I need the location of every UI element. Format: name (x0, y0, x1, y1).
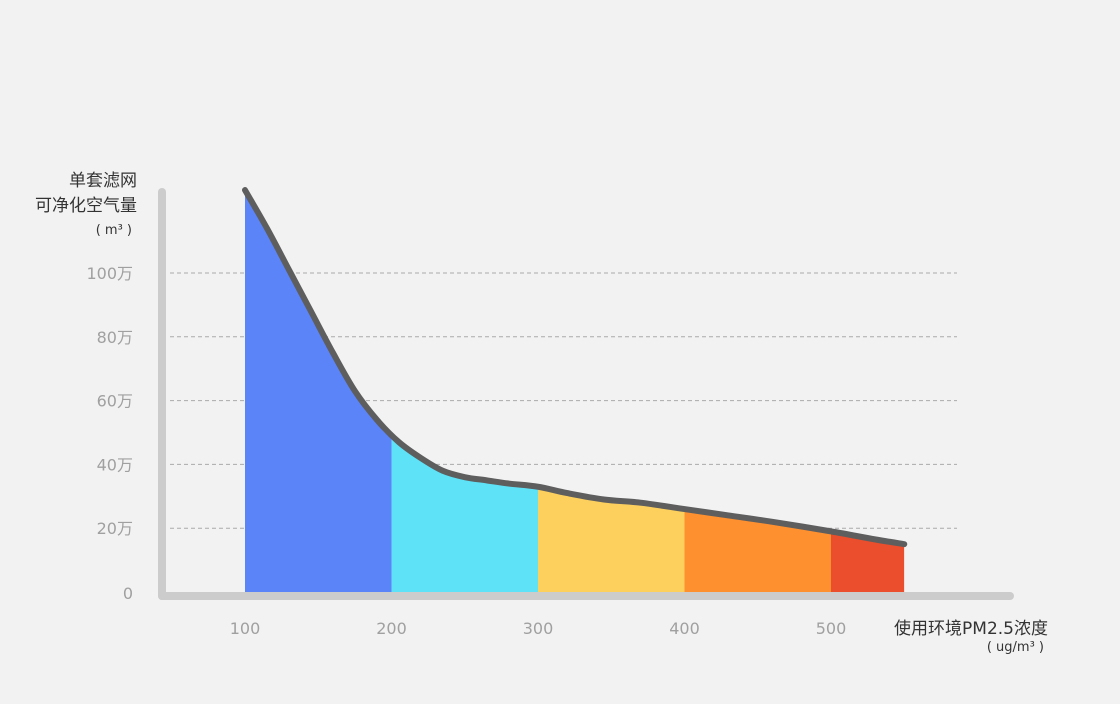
x-tick-labels: 100 200 300 400 500 (230, 619, 847, 638)
band-200-300 (391, 190, 539, 592)
y-tick-label: 60万 (97, 392, 133, 411)
y-tick-label: 20万 (97, 519, 133, 538)
y-tick-label: 80万 (97, 328, 133, 347)
y-tick-labels: 0 20万 40万 60万 80万 100万 (86, 264, 133, 603)
x-axis-unit: ( ug/m³ ) (987, 640, 1044, 655)
y-tick-label: 100万 (86, 264, 133, 283)
band-500-550 (831, 190, 905, 592)
x-axis-title: 使用环境PM2.5浓度 (894, 618, 1048, 639)
purification-curve (242, 187, 908, 548)
x-tick-label: 200 (376, 619, 407, 638)
y-axis-title-line-2: 可净化空气量 (35, 196, 137, 216)
y-tick-label: 0 (123, 584, 133, 603)
band-300-400 (538, 190, 685, 592)
y-axis-unit: ( m³ ) (96, 223, 132, 238)
y-axis-title-line-1: 单套滤网 (69, 171, 137, 191)
x-tick-label: 300 (523, 619, 554, 638)
x-tick-label: 400 (669, 619, 700, 638)
x-tick-label: 500 (816, 619, 847, 638)
x-tick-label: 100 (230, 619, 261, 638)
y-tick-label: 40万 (97, 455, 133, 474)
